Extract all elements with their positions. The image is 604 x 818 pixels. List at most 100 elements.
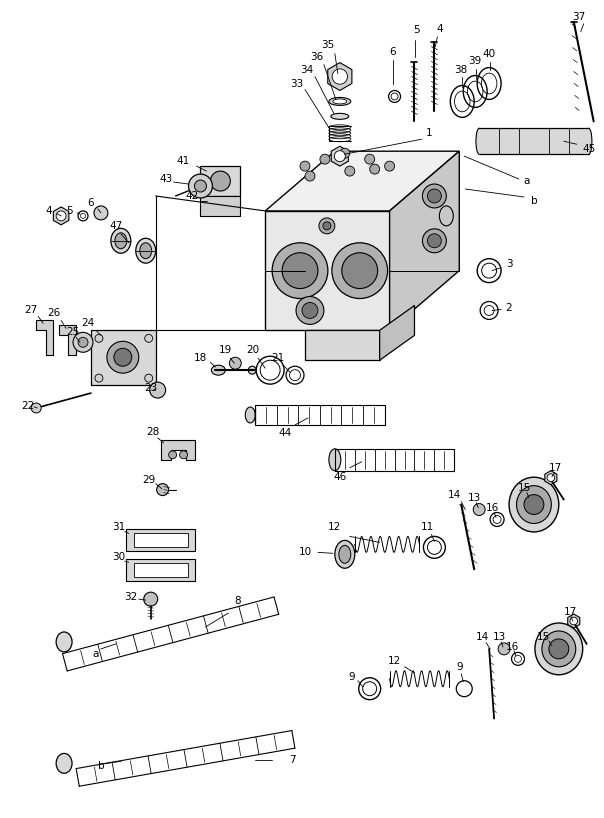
Circle shape bbox=[296, 296, 324, 325]
Polygon shape bbox=[265, 151, 459, 211]
Text: 40: 40 bbox=[483, 48, 496, 59]
Circle shape bbox=[549, 639, 569, 658]
Ellipse shape bbox=[329, 97, 351, 106]
Circle shape bbox=[428, 189, 442, 203]
Circle shape bbox=[179, 451, 187, 459]
Circle shape bbox=[188, 174, 213, 198]
Text: a: a bbox=[524, 176, 530, 186]
Circle shape bbox=[524, 495, 544, 515]
Text: 32: 32 bbox=[124, 592, 138, 602]
Polygon shape bbox=[59, 326, 76, 355]
Polygon shape bbox=[53, 207, 69, 225]
Ellipse shape bbox=[329, 449, 341, 470]
Bar bbox=[133, 564, 187, 578]
Circle shape bbox=[169, 451, 176, 459]
Polygon shape bbox=[568, 614, 580, 628]
Circle shape bbox=[230, 357, 241, 369]
Ellipse shape bbox=[248, 366, 256, 374]
Ellipse shape bbox=[509, 477, 559, 532]
Ellipse shape bbox=[476, 128, 483, 154]
Text: 13: 13 bbox=[467, 492, 481, 502]
Circle shape bbox=[73, 332, 93, 353]
Text: 15: 15 bbox=[518, 483, 530, 492]
Text: 15: 15 bbox=[537, 632, 550, 642]
Text: 33: 33 bbox=[291, 79, 304, 88]
Circle shape bbox=[335, 151, 345, 162]
Circle shape bbox=[95, 374, 103, 382]
Polygon shape bbox=[305, 330, 380, 360]
Circle shape bbox=[365, 154, 374, 164]
Text: 12: 12 bbox=[328, 523, 341, 533]
Text: 35: 35 bbox=[321, 40, 335, 50]
Text: 13: 13 bbox=[492, 632, 506, 642]
Text: b: b bbox=[98, 762, 104, 771]
Circle shape bbox=[422, 184, 446, 208]
Circle shape bbox=[473, 504, 485, 515]
Ellipse shape bbox=[516, 486, 551, 524]
Bar bbox=[133, 533, 187, 547]
Text: 11: 11 bbox=[421, 523, 434, 533]
Text: 24: 24 bbox=[82, 318, 95, 328]
Circle shape bbox=[78, 337, 88, 348]
Text: b: b bbox=[531, 196, 537, 206]
Text: 39: 39 bbox=[469, 56, 482, 65]
Circle shape bbox=[107, 341, 139, 373]
Circle shape bbox=[194, 180, 207, 192]
Circle shape bbox=[282, 253, 318, 289]
Bar bbox=[126, 529, 196, 551]
Circle shape bbox=[320, 154, 330, 164]
Polygon shape bbox=[390, 151, 459, 330]
Text: 9: 9 bbox=[456, 662, 463, 672]
Text: 6: 6 bbox=[389, 47, 396, 56]
Ellipse shape bbox=[585, 128, 592, 154]
Circle shape bbox=[302, 303, 318, 318]
Bar bbox=[91, 330, 156, 385]
Text: 7: 7 bbox=[289, 755, 295, 766]
Bar bbox=[479, 128, 589, 154]
Circle shape bbox=[272, 243, 328, 299]
Text: 3: 3 bbox=[506, 258, 512, 268]
Text: 5: 5 bbox=[66, 206, 72, 216]
Text: 17: 17 bbox=[564, 607, 577, 617]
Circle shape bbox=[144, 592, 158, 606]
Ellipse shape bbox=[211, 365, 225, 375]
Text: 23: 23 bbox=[144, 383, 157, 393]
Text: 5: 5 bbox=[413, 25, 420, 34]
Circle shape bbox=[323, 222, 331, 230]
Ellipse shape bbox=[339, 546, 351, 564]
Text: 14: 14 bbox=[475, 632, 489, 642]
Circle shape bbox=[56, 211, 66, 221]
Text: 6: 6 bbox=[88, 198, 94, 208]
Polygon shape bbox=[545, 470, 557, 484]
Bar bbox=[201, 166, 240, 196]
Ellipse shape bbox=[56, 753, 72, 773]
Circle shape bbox=[345, 166, 355, 176]
Circle shape bbox=[94, 206, 108, 220]
Text: 34: 34 bbox=[300, 65, 313, 74]
Text: 1: 1 bbox=[426, 128, 432, 138]
Text: 18: 18 bbox=[194, 353, 207, 363]
Polygon shape bbox=[265, 211, 390, 330]
Text: 20: 20 bbox=[246, 345, 260, 355]
Polygon shape bbox=[380, 305, 414, 360]
Ellipse shape bbox=[136, 238, 156, 263]
Text: 26: 26 bbox=[48, 308, 61, 318]
Ellipse shape bbox=[542, 631, 576, 667]
Circle shape bbox=[145, 335, 153, 342]
Polygon shape bbox=[331, 146, 349, 166]
Text: 9: 9 bbox=[349, 672, 355, 681]
Text: 37: 37 bbox=[572, 11, 585, 22]
Circle shape bbox=[370, 164, 380, 174]
Text: 31: 31 bbox=[112, 523, 126, 533]
Text: 21: 21 bbox=[271, 353, 284, 363]
Text: 14: 14 bbox=[448, 490, 461, 500]
Circle shape bbox=[422, 229, 446, 253]
Circle shape bbox=[300, 161, 310, 171]
Bar bbox=[201, 196, 240, 216]
Circle shape bbox=[319, 218, 335, 234]
Text: 17: 17 bbox=[549, 463, 562, 473]
Ellipse shape bbox=[111, 228, 131, 254]
Circle shape bbox=[547, 474, 554, 482]
Text: 22: 22 bbox=[22, 401, 35, 411]
Circle shape bbox=[570, 618, 577, 625]
